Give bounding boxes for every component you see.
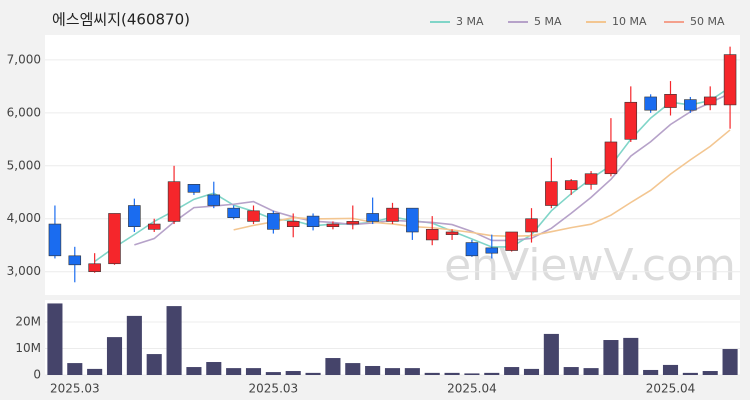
y-tick-label: 10M xyxy=(15,341,41,355)
candle-body xyxy=(187,184,201,193)
y-tick-label: 7,000 xyxy=(7,52,41,66)
candle-body xyxy=(564,180,578,190)
volume-bar xyxy=(206,362,222,375)
candle-body xyxy=(366,213,379,222)
volume-bar xyxy=(523,368,540,375)
y-tick-label: 6,000 xyxy=(7,105,41,119)
y-tick-label: 5,000 xyxy=(7,158,41,172)
volume-bar xyxy=(166,306,182,375)
volume-bar xyxy=(722,349,738,375)
chart-title: 에스엠씨지(460870) xyxy=(52,11,190,29)
volume-bar xyxy=(583,368,599,375)
volume-bar xyxy=(662,364,679,375)
candle-body xyxy=(425,229,439,241)
candle-body xyxy=(227,207,240,218)
legend-label: 50 MA xyxy=(690,15,725,28)
x-tick-label: 2025.03 xyxy=(249,382,299,396)
candle-body xyxy=(723,54,737,106)
volume-bar xyxy=(345,363,361,375)
candle-body xyxy=(584,173,598,185)
candle-body xyxy=(306,215,320,227)
candle-body xyxy=(644,96,657,111)
volume-bar xyxy=(106,337,123,375)
volume-bar xyxy=(285,371,301,375)
volume-bar xyxy=(384,368,401,375)
candle-body xyxy=(525,218,538,233)
volume-bar xyxy=(424,372,440,375)
candle-body xyxy=(207,194,221,206)
candle-body xyxy=(286,221,300,227)
volume-bar xyxy=(186,367,202,375)
candle-body xyxy=(147,223,161,230)
volume-bar xyxy=(126,315,142,375)
candle-body xyxy=(485,247,499,254)
volume-bar xyxy=(226,368,242,375)
candle-body xyxy=(684,99,697,111)
candle-body xyxy=(445,231,459,235)
candle-body xyxy=(386,207,399,222)
candle-body xyxy=(604,141,618,175)
volume-bar xyxy=(543,333,559,375)
volume-bar xyxy=(643,369,659,375)
candle-body xyxy=(167,181,181,222)
x-tick-label: 2025.04 xyxy=(646,382,696,396)
candle-body xyxy=(624,101,638,140)
legend-label: 3 MA xyxy=(456,15,484,28)
y-tick-label: 4,000 xyxy=(7,211,41,225)
candle-body xyxy=(505,231,518,251)
candle-body xyxy=(664,94,677,108)
x-tick-label: 2025.04 xyxy=(447,382,497,396)
volume-bar xyxy=(87,368,103,375)
volume-bar xyxy=(444,372,460,375)
candle-body xyxy=(406,207,419,233)
candle-body xyxy=(326,223,340,227)
y-tick-label: 3,000 xyxy=(7,264,41,278)
candle-body xyxy=(48,223,62,257)
candle-body xyxy=(346,221,360,225)
candle-body xyxy=(128,205,141,227)
legend-label: 10 MA xyxy=(612,15,647,28)
candle-body xyxy=(545,181,558,206)
volume-bar xyxy=(682,372,698,375)
volume-bar xyxy=(702,371,718,375)
volume-bar xyxy=(484,372,500,375)
candle-body xyxy=(88,263,101,273)
volume-bar xyxy=(146,354,162,375)
volume-bar xyxy=(245,368,262,375)
volume-bar xyxy=(464,373,480,375)
volume-bar xyxy=(305,372,321,375)
legend-label: 5 MA xyxy=(534,15,562,28)
volume-bar xyxy=(47,303,63,375)
volume-bar xyxy=(325,358,341,375)
volume-bar xyxy=(504,367,520,375)
y-tick-label: 20M xyxy=(15,314,41,328)
volume-bar xyxy=(67,363,83,375)
candle-body xyxy=(108,213,121,265)
volume-bar xyxy=(365,365,381,375)
volume-bar xyxy=(623,337,639,375)
volume-bar xyxy=(265,372,281,375)
candle-body xyxy=(465,242,479,257)
y-tick-label: 0 xyxy=(33,368,41,382)
candle-body xyxy=(247,210,260,222)
volume-bar xyxy=(603,340,619,375)
volume-bar xyxy=(563,367,579,375)
volume-bar xyxy=(404,368,420,375)
candle-body xyxy=(267,213,280,230)
x-tick-label: 2025.03 xyxy=(50,382,100,396)
candle-body xyxy=(68,255,82,266)
candle-body xyxy=(703,96,717,106)
